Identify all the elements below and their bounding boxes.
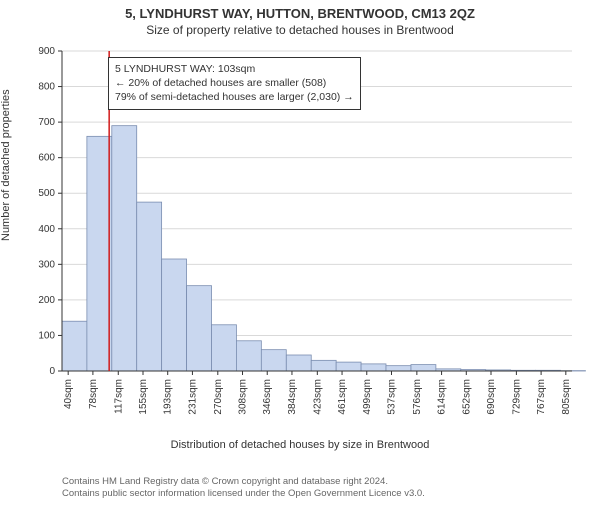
svg-text:800: 800 xyxy=(38,82,55,93)
svg-text:423sqm: 423sqm xyxy=(312,379,323,415)
svg-text:40sqm: 40sqm xyxy=(63,379,74,409)
svg-text:690sqm: 690sqm xyxy=(486,379,497,415)
svg-text:231sqm: 231sqm xyxy=(187,379,198,415)
svg-text:346sqm: 346sqm xyxy=(262,379,273,415)
svg-text:500: 500 xyxy=(38,188,55,199)
annotation-line3: 79% of semi-detached houses are larger (… xyxy=(115,90,354,104)
chart-title-address: 5, LYNDHURST WAY, HUTTON, BRENTWOOD, CM1… xyxy=(0,6,600,21)
svg-text:308sqm: 308sqm xyxy=(238,379,249,415)
y-axis-label: Number of detached properties xyxy=(0,89,12,241)
chart-subtitle: Size of property relative to detached ho… xyxy=(0,23,600,37)
svg-text:767sqm: 767sqm xyxy=(536,379,547,415)
svg-text:117sqm: 117sqm xyxy=(113,379,124,414)
svg-text:400: 400 xyxy=(38,224,55,235)
annotation-line2: ← 20% of detached houses are smaller (50… xyxy=(115,76,354,90)
svg-text:384sqm: 384sqm xyxy=(287,379,298,415)
svg-text:729sqm: 729sqm xyxy=(511,379,522,415)
footer-line2: Contains public sector information licen… xyxy=(62,488,592,500)
svg-text:300: 300 xyxy=(38,259,55,270)
svg-text:155sqm: 155sqm xyxy=(138,379,149,415)
footer-line1: Contains HM Land Registry data © Crown c… xyxy=(62,476,592,488)
svg-text:537sqm: 537sqm xyxy=(386,379,397,415)
svg-text:900: 900 xyxy=(38,46,55,57)
svg-text:461sqm: 461sqm xyxy=(337,379,348,415)
svg-text:0: 0 xyxy=(49,366,55,377)
svg-text:270sqm: 270sqm xyxy=(213,379,224,415)
svg-text:193sqm: 193sqm xyxy=(163,379,174,415)
annotation-line1: 5 LYNDHURST WAY: 103sqm xyxy=(115,62,354,76)
footer-attribution: Contains HM Land Registry data © Crown c… xyxy=(0,472,600,506)
chart-area: Number of detached properties 0 100 200 300… xyxy=(0,41,600,441)
annotation-box: 5 LYNDHURST WAY: 103sqm ← 20% of detache… xyxy=(108,57,361,110)
svg-text:700: 700 xyxy=(38,117,55,128)
svg-text:100: 100 xyxy=(38,330,55,341)
svg-text:614sqm: 614sqm xyxy=(437,379,448,415)
svg-text:652sqm: 652sqm xyxy=(461,379,472,415)
svg-text:576sqm: 576sqm xyxy=(412,379,423,415)
svg-text:200: 200 xyxy=(38,295,55,306)
svg-text:805sqm: 805sqm xyxy=(561,379,572,415)
svg-text:600: 600 xyxy=(38,153,55,164)
svg-text:499sqm: 499sqm xyxy=(362,379,373,415)
svg-text:78sqm: 78sqm xyxy=(88,379,99,409)
